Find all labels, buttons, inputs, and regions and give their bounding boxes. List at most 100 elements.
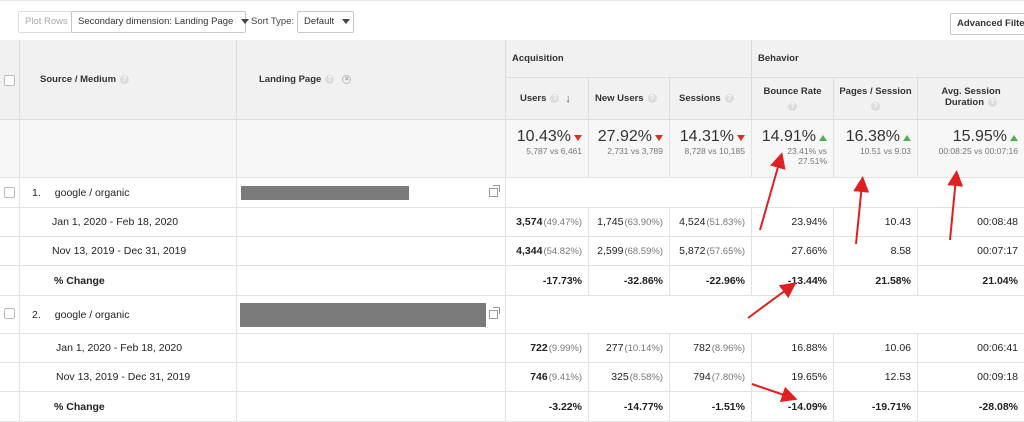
summary-row: 10.43% 5,787 vs 6,461 27.92% 2,731 vs 3,… [0, 120, 1024, 178]
source-link[interactable]: google / organic [54, 308, 130, 321]
summary-blank-2 [20, 120, 237, 177]
bounce-rate-cell: 27.66% [752, 237, 834, 265]
summary-blank-3 [237, 120, 506, 177]
avg-session-label-2: Duration [944, 97, 985, 108]
external-link-icon[interactable] [489, 185, 500, 197]
users-pct: (54.82%) [543, 245, 582, 257]
sessions-value: 794 [693, 371, 711, 383]
pages-session-cell: 8.58 [834, 237, 918, 265]
select-all-cell [0, 40, 20, 120]
new-users-value: 277 [605, 342, 624, 354]
bounce-rate-change: -14.09% [752, 392, 834, 421]
pages-session-cell: 10.43 [834, 208, 918, 236]
table-row[interactable]: 2. google / organic [0, 296, 1024, 334]
secondary-dimension-dropdown[interactable]: Secondary dimension: Landing Page [71, 11, 250, 33]
column-header-source-medium[interactable]: Source / Medium? [20, 40, 237, 120]
summary-bounce-sub-2: 27.51% [798, 156, 827, 166]
column-header-landing-page[interactable]: Landing Page? × [237, 40, 506, 120]
sessions-label: Sessions [679, 93, 721, 104]
sessions-pct: (57.65%) [706, 245, 745, 257]
users-cell: 746 (9.41%) [506, 363, 589, 391]
select-all-checkbox[interactable] [4, 75, 15, 86]
new-users-change: -32.86% [589, 266, 670, 295]
table-row: Nov 13, 2019 - Dec 31, 2019 746 (9.41%) 3… [0, 363, 1024, 392]
table-row[interactable]: 1. google / organic [0, 178, 1024, 208]
change-label: % Change [20, 392, 237, 421]
source-cell[interactable]: 1. google / organic [20, 178, 237, 207]
users-cell: 4,344 (54.82%) [506, 237, 589, 265]
external-link-icon[interactable] [489, 307, 500, 319]
help-icon[interactable]: ? [788, 101, 797, 111]
summary-duration-sub: 00:08:25 vs 00:07:16 [938, 146, 1018, 156]
group-blank [506, 296, 1024, 333]
column-header-users[interactable]: Users? ↓ [506, 78, 589, 120]
plot-rows-button[interactable]: Plot Rows [18, 11, 75, 33]
avg-duration-cell: 00:06:41 [977, 342, 1018, 354]
column-header-new-users[interactable]: New Users? [589, 78, 670, 120]
help-icon[interactable]: ? [550, 94, 560, 103]
sessions-cell: 782 (8.96%) [670, 334, 752, 362]
sessions-value: 5,872 [679, 245, 706, 257]
help-icon[interactable]: ? [724, 94, 734, 103]
source-cell[interactable]: 2. google / organic [20, 296, 237, 333]
new-users-value: 1,745 [597, 216, 624, 228]
avg-duration-cell: 00:08:48 [977, 216, 1018, 228]
advanced-filter-button[interactable]: Advanced Filter O [950, 13, 1024, 35]
group-header-acquisition: Acquisition [506, 40, 752, 78]
row-index: 1. [32, 186, 41, 199]
help-icon[interactable]: ? [988, 97, 998, 107]
new-users-cell: 1,745 (63.90%) [589, 208, 670, 236]
users-value: 3,574 [516, 216, 543, 228]
date-range-label: Jan 1, 2020 - Feb 18, 2020 [20, 208, 237, 236]
users-value: 722 [530, 342, 548, 354]
sort-type-value: Default [304, 16, 335, 27]
date-range-label: Jan 1, 2020 - Feb 18, 2020 [20, 334, 237, 362]
column-header-sessions[interactable]: Sessions? [670, 78, 752, 120]
users-cell: 3,574 (49.47%) [506, 208, 589, 236]
help-icon[interactable]: ? [325, 75, 335, 84]
sessions-change: -1.51% [670, 392, 752, 421]
help-icon[interactable]: ? [871, 101, 880, 111]
report-toolbar: Plot Rows Secondary dimension: Landing P… [0, 0, 1024, 38]
new-users-pct: (8.58%) [629, 371, 663, 383]
new-users-cell: 325 (8.58%) [589, 363, 670, 391]
up-arrow-icon [819, 135, 827, 142]
sort-descending-icon[interactable]: ↓ [565, 92, 571, 105]
users-pct: (9.41%) [548, 371, 582, 383]
row-checkbox[interactable] [4, 187, 15, 198]
summary-duration-value: 15.95% [952, 128, 1007, 145]
blank-cell [0, 392, 20, 421]
sort-type-dropdown[interactable]: Default [297, 11, 354, 33]
remove-dimension-icon[interactable]: × [342, 75, 352, 84]
up-arrow-icon [903, 135, 911, 142]
help-icon[interactable]: ? [647, 94, 657, 103]
pages-session-change: 21.58% [834, 266, 918, 295]
change-row: % Change -17.73% -32.86% -22.96% -13.44%… [0, 266, 1024, 296]
landing-page-cell[interactable] [237, 296, 506, 333]
table-row: Jan 1, 2020 - Feb 18, 2020 3,574 (49.47%)… [0, 208, 1024, 237]
column-header-avg-session-duration[interactable]: Avg. Session Duration? [918, 78, 1024, 120]
row-index: 2. [32, 308, 41, 321]
landing-page-cell[interactable] [237, 178, 506, 207]
bounce-rate-change: -13.44% [752, 266, 834, 295]
blank-cell [237, 392, 506, 421]
summary-users-sub: 5,787 vs 6,461 [526, 146, 582, 156]
summary-sessions-value: 14.31% [679, 128, 734, 145]
column-header-pages-session[interactable]: Pages / Session ? [834, 78, 918, 120]
column-header-bounce-rate[interactable]: Bounce Rate ? [752, 78, 834, 120]
summary-avg-duration: 15.95% 00:08:25 vs 00:07:16 [918, 120, 1024, 177]
redacted-landing-page [240, 303, 486, 327]
summary-users: 10.43% 5,787 vs 6,461 [506, 120, 589, 177]
blank-cell [237, 208, 506, 236]
users-change: -17.73% [506, 266, 589, 295]
down-arrow-icon [574, 135, 582, 142]
summary-pages-value: 16.38% [845, 128, 900, 145]
pages-session-change: -19.71% [834, 392, 918, 421]
source-link[interactable]: google / organic [54, 186, 130, 199]
bounce-rate-cell: 16.88% [752, 334, 834, 362]
users-pct: (9.99%) [548, 342, 582, 354]
help-icon[interactable]: ? [120, 75, 130, 84]
new-users-pct: (63.90%) [624, 216, 663, 228]
summary-new-users: 27.92% 2,731 vs 3,789 [589, 120, 670, 177]
row-checkbox[interactable] [4, 308, 15, 319]
